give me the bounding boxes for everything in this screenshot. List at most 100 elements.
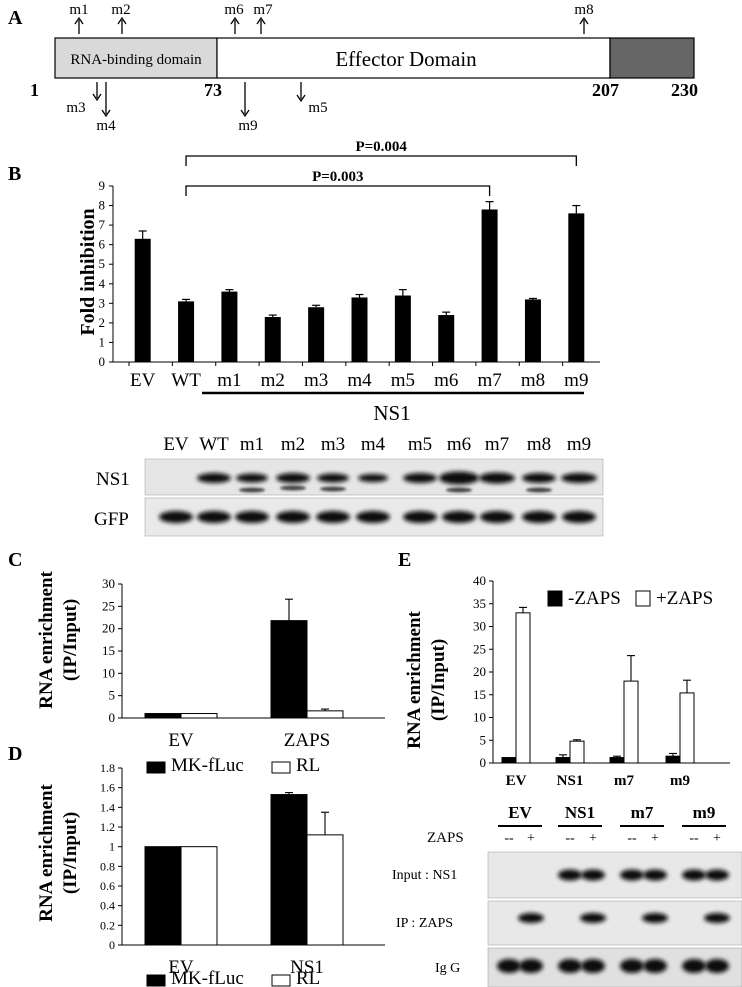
- blot-e-input-band: [643, 869, 667, 881]
- blot-e-zaps-label: ZAPS: [427, 830, 464, 846]
- p-value-label-2: P=0.004: [355, 139, 407, 155]
- blot-b-gfp-band-m4: [356, 511, 390, 523]
- chart-b-xtick-label-m1: m1: [217, 370, 241, 391]
- chart-e-ytick-label-5: 5: [480, 732, 487, 747]
- mutation-label-m2: m2: [111, 2, 130, 18]
- chart-e-ytick-label-15: 15: [473, 687, 486, 702]
- blot-b-ns1-band-m2: [276, 473, 310, 483]
- blot-b-gfp-band-m6: [442, 511, 476, 523]
- blot-b-gfp-band-ev: [159, 511, 193, 523]
- chart-c-ylabel-line2: (IP/Input): [60, 599, 81, 681]
- blot-b-ns1-band-m7: [479, 472, 515, 484]
- blot-e-igg-band: [682, 959, 706, 973]
- blot-b-lane-label-m6: m6: [447, 434, 471, 455]
- mutation-label-m8: m8: [574, 2, 593, 18]
- chart-b-xtick-label-m8: m8: [521, 370, 545, 391]
- blot-b-gfp-band-m7: [480, 511, 514, 523]
- blot-b-ns1-band-m5: [403, 473, 437, 483]
- chart-e-ytick-label-10: 10: [473, 710, 486, 725]
- chart-d-ytick-label-1-2: 1.2: [100, 820, 115, 834]
- chart-b-ytick-label-3: 3: [99, 295, 106, 310]
- blot-b-ns1-band-wt: [197, 473, 231, 483]
- chart-d-ytick-label-0-8: 0.8: [100, 859, 115, 873]
- chart-b-ytick-label-5: 5: [99, 256, 106, 271]
- blot-e-igg-band: [705, 959, 729, 973]
- chart-b-bar-m1: [221, 291, 238, 362]
- blot-e-sign-7: --: [689, 831, 699, 846]
- chart-e-ytick-label-35: 35: [473, 596, 486, 611]
- blot-e-group-label-ns1: NS1: [565, 803, 595, 822]
- blot-b-lane-label-m3: m3: [321, 434, 345, 455]
- blot-e-input-band: [558, 869, 582, 881]
- blot-b-gfp-band-m2: [276, 511, 310, 523]
- blot-e-group-label-ev: EV: [508, 803, 532, 822]
- chart-e-legend-swatch-zaps: [635, 590, 651, 607]
- chart-b-bar-m3: [308, 307, 325, 362]
- chart-b-xtick-label-m9: m9: [564, 370, 588, 391]
- chart-d-legend-swatch-mk-fluc: [146, 974, 166, 987]
- chart-b-xtick-label-wt: WT: [171, 370, 201, 391]
- mutation-label-m7: m7: [253, 2, 273, 18]
- chart-d-ytick-label-0-4: 0.4: [100, 899, 115, 913]
- chart-c-legend-label-mk-fluc: MK-fLuc: [171, 755, 244, 776]
- chart-d-ytick-label-1-8: 1.8: [100, 761, 115, 775]
- p-value-label-1: P=0.003: [312, 169, 363, 185]
- blot-b-ns1-band-m8: [522, 473, 556, 483]
- chart-c-ytick-label-0: 0: [109, 710, 116, 725]
- chart-b-ytick-label-1: 1: [99, 334, 106, 349]
- chart-d-bar-mk-fluc-ev: [144, 846, 182, 946]
- position-1: 1: [30, 80, 39, 100]
- chart-e-bar-zaps-m9: [665, 755, 681, 764]
- chart-c-ytick-label-20: 20: [102, 621, 115, 636]
- chart-e-ytick-label-30: 30: [473, 619, 486, 634]
- panel-label-a: A: [8, 7, 23, 29]
- chart-d-bar-mk-fluc-ns1: [270, 794, 308, 946]
- chart-c-legend-swatch-rl: [271, 761, 291, 774]
- panel-label-b: B: [8, 163, 21, 185]
- mutation-label-m9: m9: [238, 118, 257, 134]
- blot-b-lane-label-m9: m9: [567, 434, 591, 455]
- chart-d-bar-rl-ev: [180, 846, 218, 946]
- chart-d-xtick-label-ns1: NS1: [290, 957, 324, 978]
- effector-domain-box: [216, 37, 611, 79]
- chart-e-ylabel-line2: (IP/Input): [428, 639, 449, 721]
- blot-e-row-label-input: Input : NS1: [392, 868, 457, 883]
- chart-b-bar-wt: [178, 301, 195, 362]
- chart-c-ytick-label-15: 15: [102, 643, 115, 658]
- chart-b-xtick-label-m4: m4: [347, 370, 372, 391]
- blot-e-ip-strip: [487, 900, 742, 946]
- chart-b-bar-m7: [481, 209, 498, 362]
- blot-e-igg-band: [497, 959, 521, 973]
- blot-b-gfp-band-wt: [197, 511, 231, 523]
- blot-b-lane-label-m8: m8: [527, 434, 551, 455]
- chart-c-ytick-label-25: 25: [102, 598, 115, 613]
- chart-e-xtick-label-ns1: NS1: [557, 773, 584, 789]
- chart-d-bar-rl-ns1: [306, 834, 344, 946]
- p-value-bracket-1: [185, 185, 491, 196]
- blot-b-ns1-minor-band: [446, 487, 472, 493]
- chart-e-legend-swatch-zaps: [547, 590, 563, 607]
- chart-d-ylabel-line2: (IP/Input): [60, 812, 81, 894]
- chart-b-xtick-label-m6: m6: [434, 370, 458, 391]
- chart-e-xtick-label-m7: m7: [614, 773, 634, 789]
- chart-b-bar-m6: [438, 315, 455, 362]
- chart-b-bar-m9: [568, 213, 585, 362]
- mutation-label-m6: m6: [224, 2, 244, 18]
- rna-binding-domain-box: [54, 37, 218, 79]
- chart-e-bar-zaps-ns1: [555, 757, 571, 764]
- c-terminal-tail-box: [609, 37, 695, 79]
- panel-label-c: C: [8, 549, 22, 571]
- chart-e-bar-zaps-ev: [515, 612, 531, 764]
- position-73: 73: [204, 80, 222, 100]
- blot-b-gfp-band-m3: [316, 511, 350, 523]
- chart-c-ylabel-line1: RNA enrichment: [36, 570, 57, 708]
- chart-d-ylabel-line1: RNA enrichment: [36, 783, 57, 921]
- blot-e-input-band: [581, 869, 605, 881]
- chart-b-bar-m4: [351, 297, 368, 362]
- blot-b-ns1-band-m6: [439, 471, 479, 485]
- chart-c-bar-rl-zaps: [306, 710, 344, 719]
- chart-d-ytick-label-1: 1: [109, 840, 115, 854]
- chart-d-ytick-label-0-2: 0.2: [100, 918, 115, 932]
- blot-b-lane-label-m2: m2: [281, 434, 305, 455]
- blot-e-group-label-m7: m7: [631, 803, 654, 822]
